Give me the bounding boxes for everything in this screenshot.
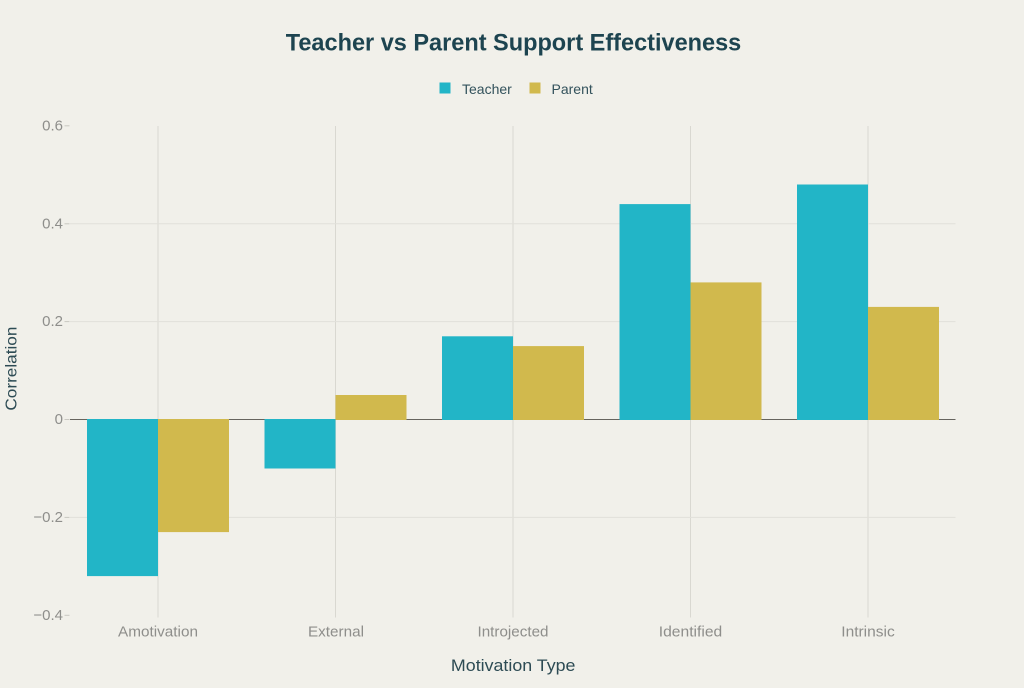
svg-text:0: 0 <box>55 411 63 428</box>
svg-text:Identified: Identified <box>659 624 723 640</box>
svg-text:0.4: 0.4 <box>42 215 63 232</box>
svg-text:Teacher: Teacher <box>462 81 512 97</box>
svg-text:−0.2: −0.2 <box>33 509 63 526</box>
svg-text:Introjected: Introjected <box>478 624 549 640</box>
svg-text:0.2: 0.2 <box>42 313 63 330</box>
svg-text:−0.4: −0.4 <box>33 607 63 624</box>
svg-text:Amotivation: Amotivation <box>118 624 198 640</box>
svg-text:Teacher vs Parent Support Effe: Teacher vs Parent Support Effectiveness <box>286 29 742 56</box>
svg-text:External: External <box>308 624 364 640</box>
svg-text:Intrinsic: Intrinsic <box>841 624 895 640</box>
svg-text:Correlation: Correlation <box>4 327 21 411</box>
svg-text:0.6: 0.6 <box>42 118 63 135</box>
svg-text:Parent: Parent <box>552 81 593 97</box>
svg-text:Motivation Type: Motivation Type <box>451 656 576 675</box>
